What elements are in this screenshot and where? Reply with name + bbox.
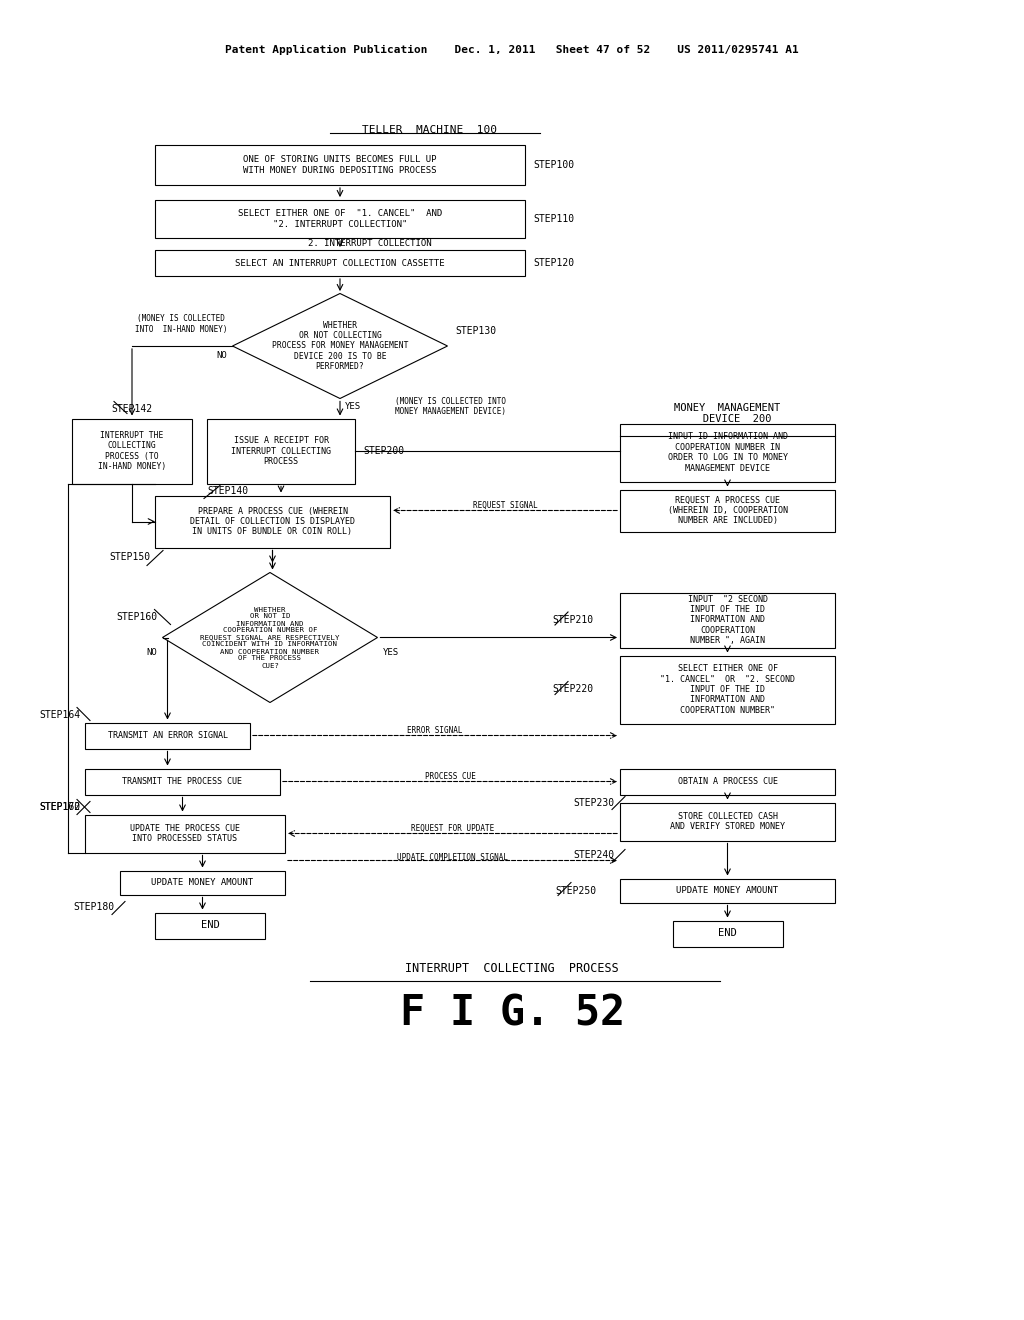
- Text: ONE OF STORING UNITS BECOMES FULL UP
WITH MONEY DURING DEPOSITING PROCESS: ONE OF STORING UNITS BECOMES FULL UP WIT…: [244, 156, 437, 174]
- Text: STEP130: STEP130: [456, 326, 497, 337]
- Text: STEP230: STEP230: [573, 797, 615, 808]
- Text: UPDATE MONEY AMOUNT: UPDATE MONEY AMOUNT: [677, 886, 778, 895]
- Bar: [120, 870, 285, 895]
- Bar: [85, 768, 280, 795]
- Polygon shape: [232, 293, 447, 399]
- Bar: [85, 722, 250, 748]
- Bar: [620, 768, 835, 795]
- Text: F I G. 52: F I G. 52: [399, 993, 625, 1035]
- Text: INPUT  "2 SECOND
INPUT OF THE ID
INFORMATION AND
COOPERATION
NUMBER ", AGAIN: INPUT "2 SECOND INPUT OF THE ID INFORMAT…: [687, 595, 768, 645]
- Bar: [620, 803, 835, 841]
- Text: TRANSMIT AN ERROR SIGNAL: TRANSMIT AN ERROR SIGNAL: [108, 731, 227, 741]
- Text: UPDATE MONEY AMOUNT: UPDATE MONEY AMOUNT: [152, 878, 254, 887]
- Text: OBTAIN A PROCESS CUE: OBTAIN A PROCESS CUE: [678, 777, 777, 785]
- Text: END: END: [718, 928, 737, 939]
- Bar: [620, 656, 835, 723]
- Text: YES: YES: [383, 648, 398, 657]
- Text: REQUEST SIGNAL: REQUEST SIGNAL: [473, 502, 538, 510]
- Text: SELECT EITHER ONE OF  "1. CANCEL"  AND
"2. INTERRUPT COLLECTION": SELECT EITHER ONE OF "1. CANCEL" AND "2.…: [238, 210, 442, 228]
- Polygon shape: [163, 573, 378, 702]
- Text: STORE COLLECTED CASH
AND VERIFY STORED MONEY: STORE COLLECTED CASH AND VERIFY STORED M…: [670, 812, 785, 832]
- Text: STEP220: STEP220: [552, 685, 593, 694]
- Text: STEP100: STEP100: [534, 160, 574, 170]
- Text: 2. INTERRUPT COLLECTION: 2. INTERRUPT COLLECTION: [308, 239, 432, 248]
- Text: STEP164: STEP164: [39, 710, 80, 719]
- Bar: [155, 249, 525, 276]
- Text: REQUEST A PROCESS CUE
(WHEREIN ID, COOPERATION
NUMBER ARE INCLUDED): REQUEST A PROCESS CUE (WHEREIN ID, COOPE…: [668, 495, 787, 525]
- Text: SELECT AN INTERRUPT COLLECTION CASSETTE: SELECT AN INTERRUPT COLLECTION CASSETTE: [236, 259, 444, 268]
- Text: WHETHER
OR NOT COLLECTING
PROCESS FOR MONEY MANAGEMENT
DEVICE 200 IS TO BE
PERFO: WHETHER OR NOT COLLECTING PROCESS FOR MO…: [271, 321, 409, 371]
- Text: STEP140: STEP140: [207, 487, 248, 496]
- Text: INPUT ID INFORMATION AND
COOPERATION NUMBER IN
ORDER TO LOG IN TO MONEY
MANAGEME: INPUT ID INFORMATION AND COOPERATION NUM…: [668, 433, 787, 473]
- Bar: [155, 201, 525, 238]
- Text: TRANSMIT THE PROCESS CUE: TRANSMIT THE PROCESS CUE: [123, 777, 243, 785]
- Text: STEP150: STEP150: [109, 553, 150, 562]
- Bar: [620, 593, 835, 648]
- Text: Patent Application Publication    Dec. 1, 2011   Sheet 47 of 52    US 2011/02957: Patent Application Publication Dec. 1, 2…: [225, 45, 799, 55]
- Text: NO: NO: [217, 351, 227, 360]
- Text: STEP200: STEP200: [362, 446, 404, 455]
- Text: (MONEY IS COLLECTED
INTO  IN-HAND MONEY): (MONEY IS COLLECTED INTO IN-HAND MONEY): [135, 314, 227, 334]
- Bar: [207, 418, 355, 483]
- Text: UPDATE COMPLETION SIGNAL: UPDATE COMPLETION SIGNAL: [397, 853, 508, 862]
- Text: UPDATE THE PROCESS CUE
INTO PROCESSED STATUS: UPDATE THE PROCESS CUE INTO PROCESSED ST…: [130, 824, 240, 843]
- Text: STEP160: STEP160: [117, 612, 158, 623]
- Text: MONEY  MANAGEMENT
   DEVICE  200: MONEY MANAGEMENT DEVICE 200: [675, 403, 780, 424]
- Text: END: END: [201, 920, 219, 931]
- Bar: [673, 920, 782, 946]
- Text: STEP210: STEP210: [552, 615, 593, 624]
- Text: ISSUE A RECEIPT FOR
INTERRUPT COLLECTING
PROCESS: ISSUE A RECEIPT FOR INTERRUPT COLLECTING…: [231, 436, 331, 466]
- Bar: [620, 424, 835, 482]
- Text: PREPARE A PROCESS CUE (WHEREIN
DETAIL OF COLLECTION IS DISPLAYED
IN UNITS OF BUN: PREPARE A PROCESS CUE (WHEREIN DETAIL OF…: [190, 507, 355, 536]
- Text: SELECT EITHER ONE OF
"1. CANCEL"  OR  "2. SECOND
INPUT OF THE ID
INFORMATION AND: SELECT EITHER ONE OF "1. CANCEL" OR "2. …: [660, 664, 795, 715]
- Text: PROCESS CUE: PROCESS CUE: [425, 772, 475, 781]
- Bar: [620, 879, 835, 903]
- Text: ERROR SIGNAL: ERROR SIGNAL: [408, 726, 463, 735]
- Bar: [620, 490, 835, 532]
- Bar: [155, 145, 525, 185]
- Text: STEP162: STEP162: [39, 801, 80, 812]
- Bar: [72, 418, 193, 483]
- Text: STEP240: STEP240: [573, 850, 615, 861]
- Text: NO: NO: [146, 648, 158, 657]
- Text: STEP170: STEP170: [39, 801, 80, 812]
- Text: STEP110: STEP110: [534, 214, 574, 224]
- Text: STEP180: STEP180: [74, 902, 115, 912]
- Text: STEP250: STEP250: [555, 886, 596, 895]
- Bar: [155, 495, 390, 548]
- Text: REQUEST FOR UPDATE: REQUEST FOR UPDATE: [411, 824, 495, 833]
- Text: INTERRUPT THE
COLLECTING
PROCESS (TO
IN-HAND MONEY): INTERRUPT THE COLLECTING PROCESS (TO IN-…: [98, 430, 166, 471]
- Text: STEP142: STEP142: [112, 404, 153, 413]
- Text: STEP120: STEP120: [534, 257, 574, 268]
- Text: INTERRUPT  COLLECTING  PROCESS: INTERRUPT COLLECTING PROCESS: [406, 962, 618, 975]
- Text: TELLER  MACHINE  100: TELLER MACHINE 100: [362, 125, 498, 135]
- Text: (MONEY IS COLLECTED INTO
MONEY MANAGEMENT DEVICE): (MONEY IS COLLECTED INTO MONEY MANAGEMEN…: [395, 397, 506, 416]
- Text: YES: YES: [345, 403, 361, 411]
- Text: WHETHER
OR NOT ID
INFORMATION AND
COOPERATION NUMBER OF
REQUEST SIGNAL ARE RESPE: WHETHER OR NOT ID INFORMATION AND COOPER…: [201, 606, 340, 668]
- Bar: [85, 814, 285, 853]
- Bar: [155, 912, 265, 939]
